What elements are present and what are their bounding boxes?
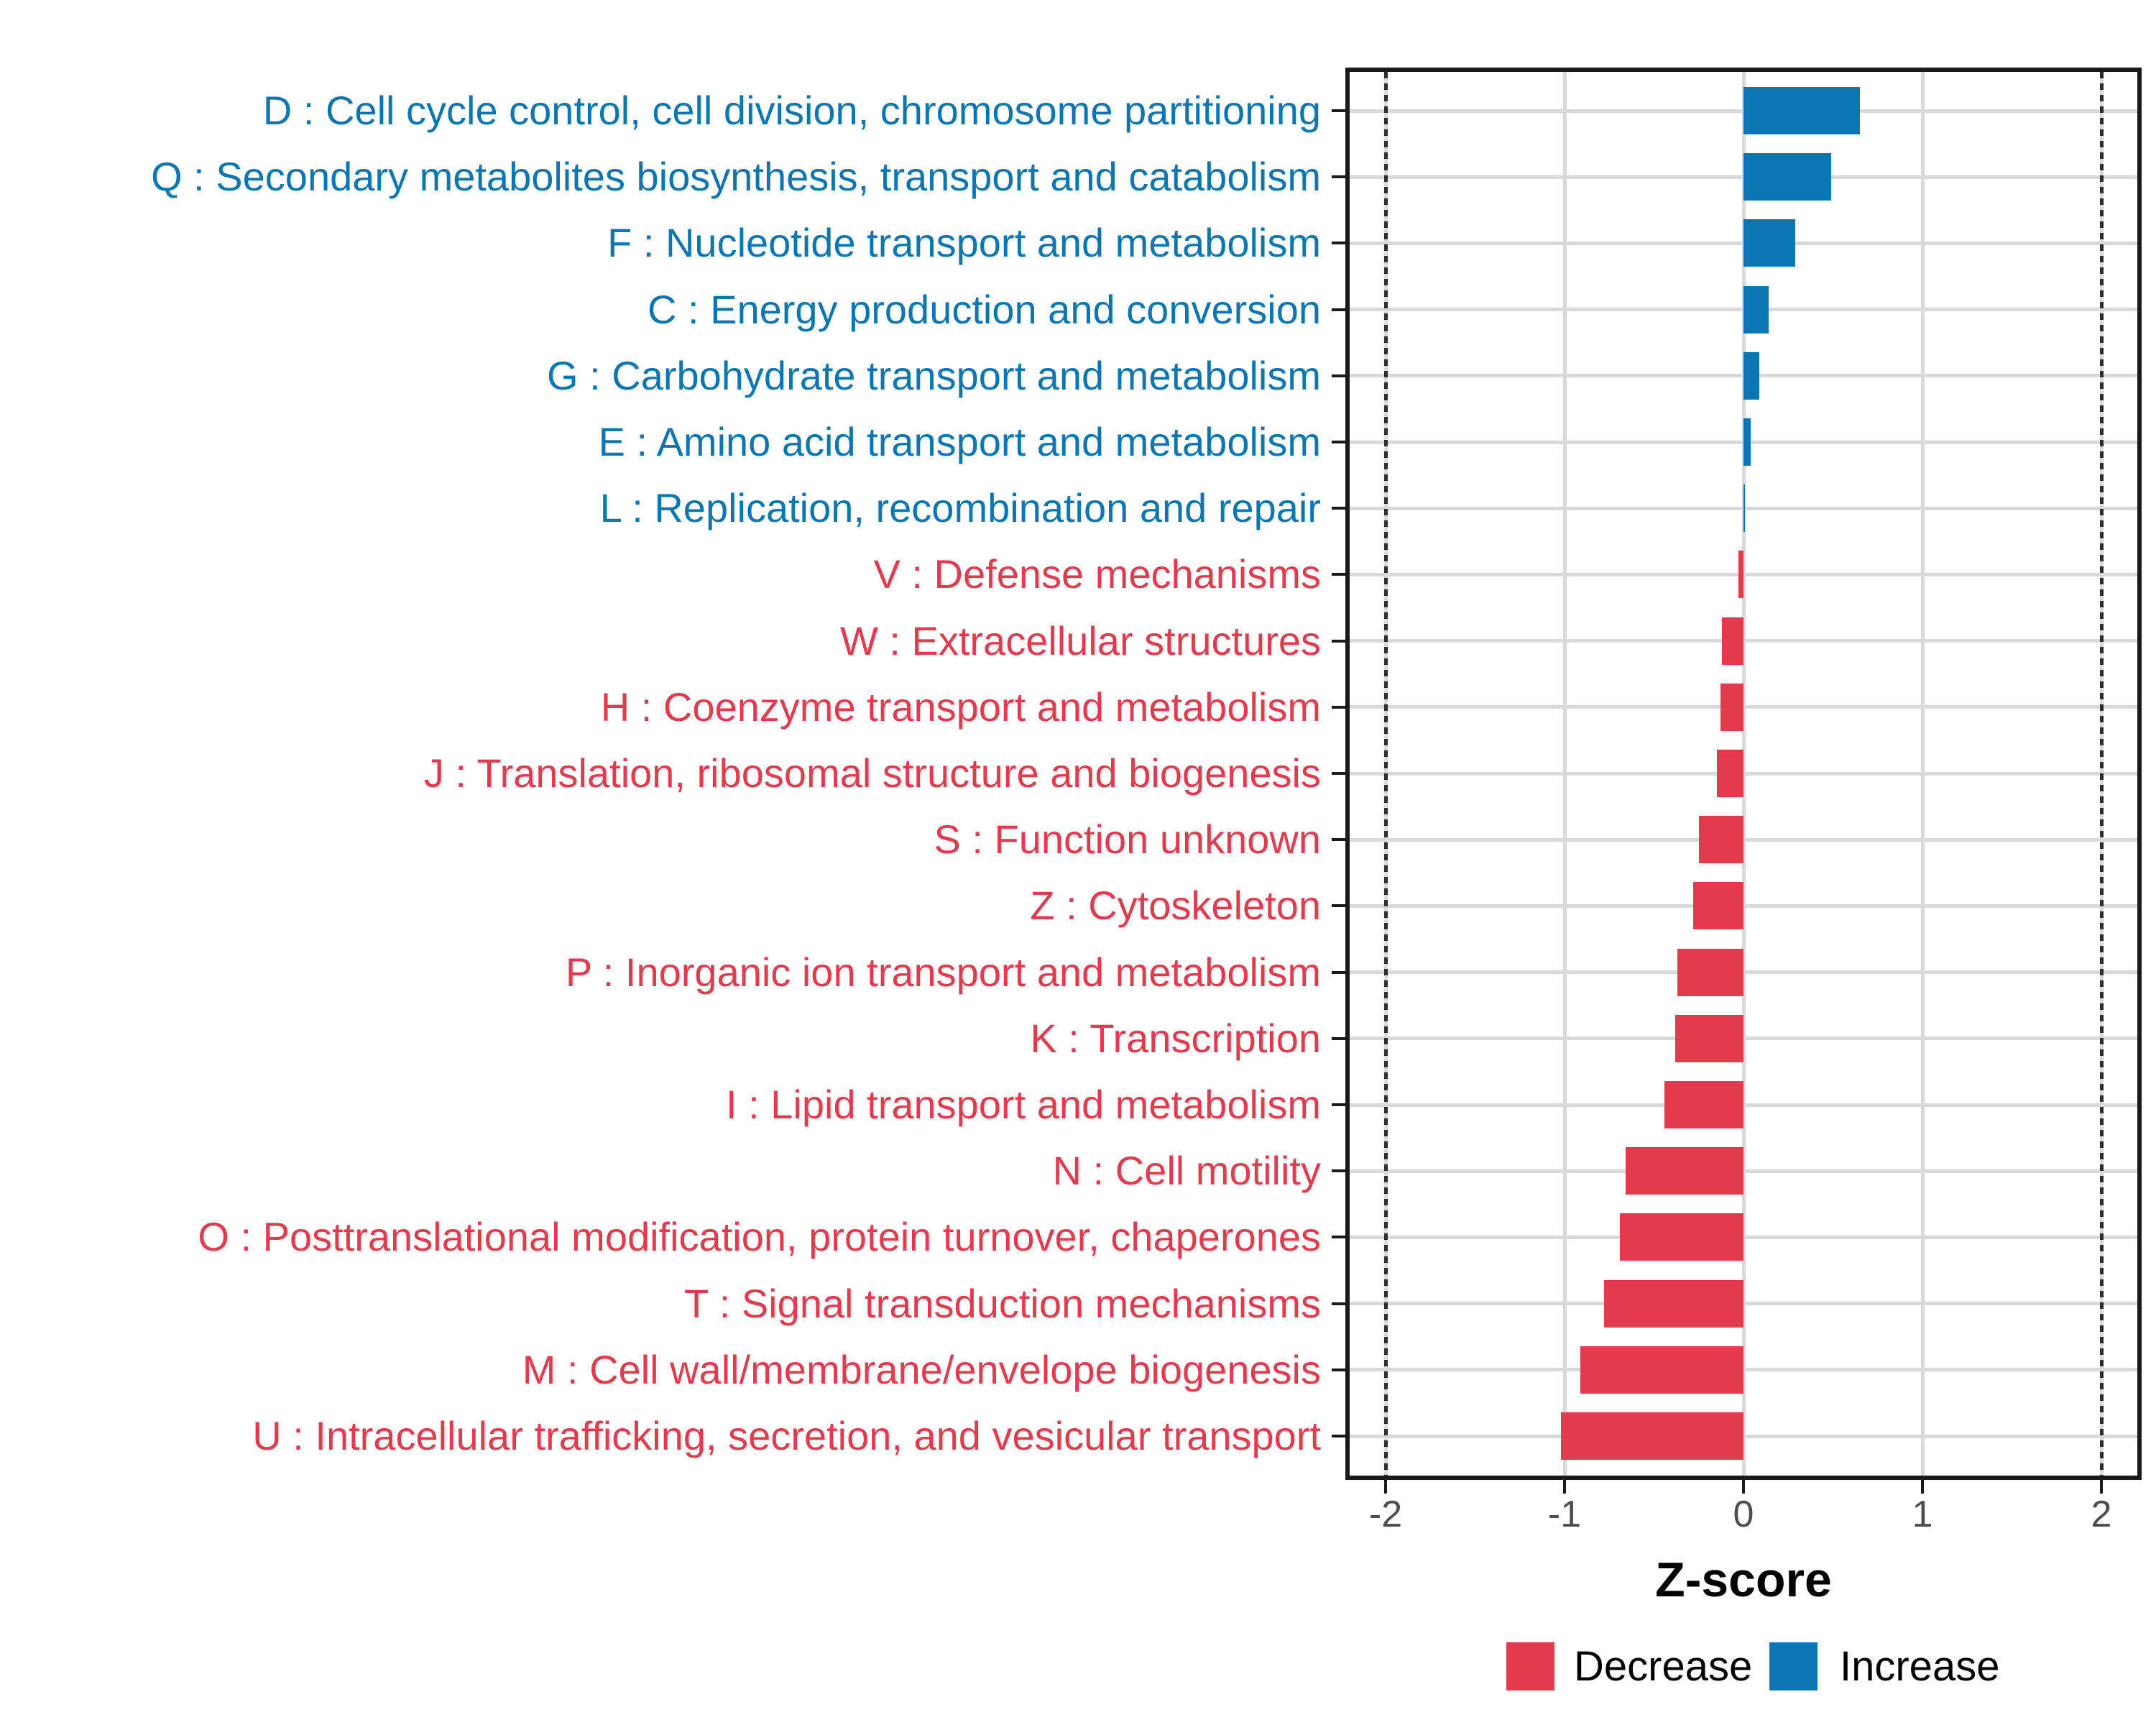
y-tick	[1332, 705, 1350, 709]
category-label-V: V : Defense mechanisms	[873, 551, 1321, 597]
legend-swatch-increase	[1769, 1642, 1818, 1690]
bar-F	[1743, 219, 1796, 267]
category-label-I: I : Lipid transport and metabolism	[726, 1082, 1321, 1127]
category-label-S: S : Function unknown	[934, 816, 1321, 862]
category-label-D: D : Cell cycle control, cell division, c…	[262, 88, 1321, 133]
y-tick	[1332, 242, 1350, 245]
category-label-J: J : Translation, ribosomal structure and…	[423, 750, 1321, 796]
y-tick	[1332, 109, 1350, 112]
y-tick	[1332, 639, 1350, 643]
category-label-U: U : Intracellular trafficking, secretion…	[252, 1413, 1321, 1458]
y-tick	[1332, 1036, 1350, 1040]
x-tick	[1384, 1476, 1387, 1494]
gridline-row	[1350, 639, 2137, 643]
category-label-N: N : Cell motility	[1052, 1148, 1321, 1194]
gridline-row	[1350, 970, 2137, 975]
y-tick	[1332, 573, 1350, 576]
gridline-row	[1350, 705, 2137, 709]
category-label-G: G : Carbohydrate transport and metabolis…	[547, 352, 1321, 398]
bar-U	[1561, 1412, 1743, 1460]
gridline-row	[1350, 1169, 2137, 1173]
gridline-row	[1350, 1302, 2137, 1306]
bar-G	[1743, 351, 1760, 400]
x-tick-label-1: 1	[1912, 1494, 1933, 1535]
x-tick-label--1: -1	[1547, 1494, 1582, 1535]
bar-I	[1664, 1081, 1743, 1128]
bar-L	[1743, 484, 1746, 533]
gridline-row	[1350, 903, 2137, 908]
y-tick	[1332, 441, 1350, 443]
category-label-P: P : Inorganic ion transport and metaboli…	[565, 949, 1321, 995]
category-label-T: T : Signal transduction mechanisms	[683, 1280, 1321, 1326]
x-tick-label-0: 0	[1733, 1494, 1754, 1535]
x-axis-title: Z-score	[1655, 1552, 1832, 1607]
category-label-C: C : Energy production and conversion	[648, 286, 1321, 332]
category-label-L: L : Replication, recombination and repai…	[599, 485, 1321, 531]
y-tick	[1332, 175, 1350, 179]
legend-label-increase: Increase	[1840, 1643, 2000, 1690]
category-label-H: H : Coenzyme transport and metabolism	[600, 684, 1321, 730]
y-tick	[1332, 1169, 1350, 1173]
bar-D	[1743, 87, 1860, 134]
category-label-E: E : Amino acid transport and metabolism	[598, 419, 1321, 464]
y-tick	[1332, 970, 1350, 974]
bar-O	[1620, 1213, 1743, 1261]
bar-P	[1677, 948, 1743, 996]
y-tick	[1332, 1103, 1350, 1106]
bar-E	[1743, 418, 1751, 466]
y-tick	[1332, 1236, 1350, 1239]
bar-Q	[1743, 153, 1831, 201]
bar-M	[1580, 1346, 1743, 1394]
x-tick	[1921, 1476, 1924, 1494]
bar-S	[1698, 816, 1743, 864]
y-tick	[1332, 838, 1350, 842]
gridline-row	[1350, 771, 2137, 776]
category-label-O: O : Posttranslational modification, prot…	[198, 1214, 1321, 1260]
bar-T	[1603, 1279, 1743, 1328]
bar-W	[1722, 617, 1743, 665]
reference-line-2	[2099, 72, 2104, 1476]
x-tick-label-2: 2	[2091, 1494, 2112, 1535]
x-tick-label--2: -2	[1368, 1494, 1403, 1535]
gridline-row	[1350, 1036, 2137, 1041]
y-tick	[1332, 1302, 1350, 1305]
y-tick	[1332, 1368, 1350, 1371]
y-tick	[1332, 904, 1350, 908]
y-tick	[1332, 374, 1350, 377]
bar-J	[1716, 750, 1743, 797]
category-label-F: F : Nucleotide transport and metabolism	[607, 220, 1321, 266]
bar-N	[1625, 1147, 1743, 1195]
legend-swatch-decrease	[1506, 1642, 1554, 1690]
bar-Z	[1693, 882, 1743, 930]
category-label-Q: Q : Secondary metabolites biosynthesis, …	[151, 154, 1321, 200]
gridline-row	[1350, 837, 2137, 842]
y-tick	[1332, 507, 1350, 510]
category-label-K: K : Transcription	[1030, 1015, 1321, 1061]
category-label-M: M : Cell wall/membrane/envelope biogenes…	[522, 1346, 1321, 1392]
category-label-W: W : Extracellular structures	[839, 617, 1321, 663]
x-tick	[2100, 1476, 2103, 1494]
y-tick	[1332, 308, 1350, 311]
reference-line--2	[1383, 72, 1388, 1476]
legend-label-decrease: Decrease	[1574, 1643, 1753, 1690]
gridline-row	[1350, 1103, 2137, 1107]
bar-H	[1720, 683, 1743, 731]
bar-C	[1743, 285, 1769, 334]
bar-V	[1738, 551, 1743, 599]
gridline-row	[1350, 572, 2137, 576]
y-tick	[1332, 772, 1350, 775]
x-tick	[1563, 1476, 1566, 1494]
category-label-Z: Z : Cytoskeleton	[1030, 883, 1321, 929]
gridline-row	[1350, 1434, 2137, 1438]
y-tick	[1332, 1435, 1350, 1438]
gridline-row	[1350, 1235, 2137, 1239]
bar-K	[1675, 1014, 1743, 1062]
gridline-row	[1350, 1368, 2137, 1372]
x-tick	[1742, 1476, 1745, 1494]
